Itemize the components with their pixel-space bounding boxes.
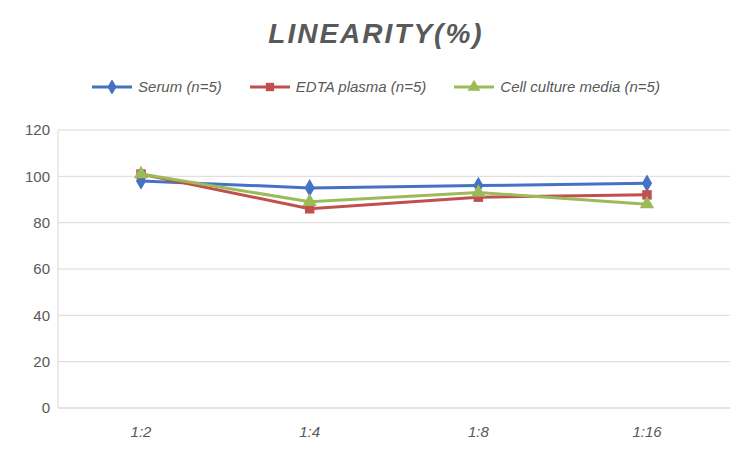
svg-text:1:16: 1:16 — [632, 423, 662, 440]
svg-text:1:8: 1:8 — [468, 423, 490, 440]
svg-text:1:2: 1:2 — [131, 423, 153, 440]
svg-text:120: 120 — [25, 121, 50, 138]
svg-text:0: 0 — [42, 399, 50, 416]
svg-text:80: 80 — [33, 214, 50, 231]
html-text:EDTA plasma (n=5): EDTA plasma (n=5) — [295, 78, 427, 95]
html-text:LINEARITY(%): LINEARITY(%) — [268, 18, 484, 49]
html-text:Cell culture media (n=5): Cell culture media (n=5) — [500, 78, 660, 95]
svg-text:40: 40 — [33, 307, 50, 324]
svg-text:60: 60 — [33, 260, 50, 277]
html-text:Serum (n=5): Serum (n=5) — [138, 78, 222, 95]
svg-text:100: 100 — [25, 168, 50, 185]
svg-text:1:4: 1:4 — [299, 423, 320, 440]
svg-text:20: 20 — [33, 353, 50, 370]
